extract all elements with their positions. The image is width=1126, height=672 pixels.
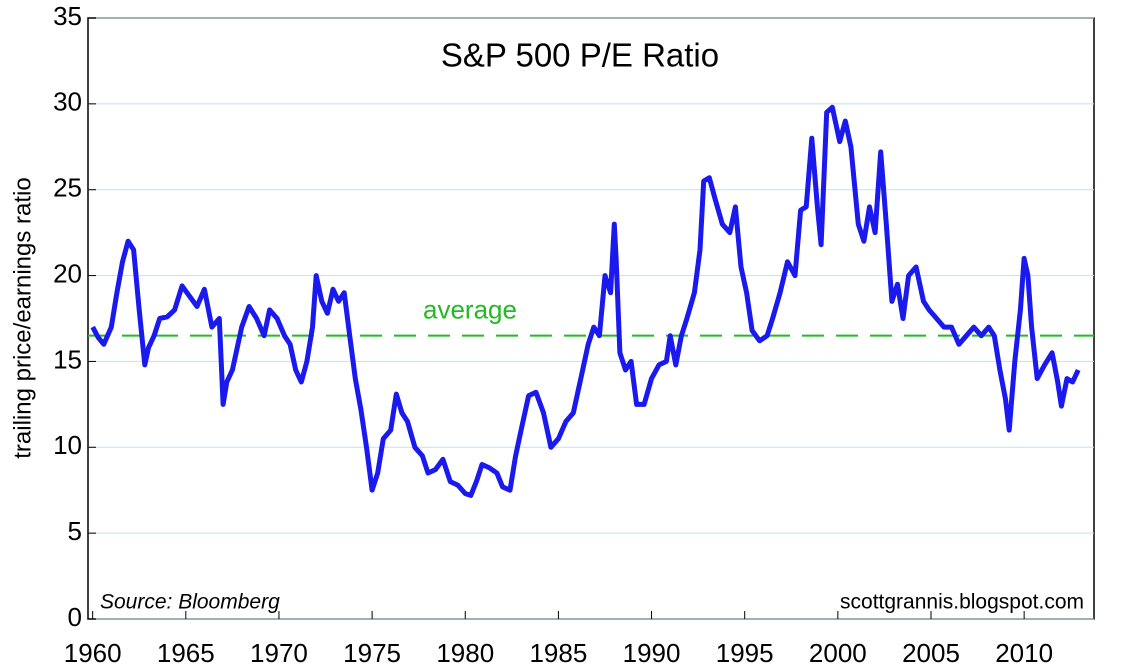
source-note: Source: Bloomberg — [100, 591, 280, 614]
y-tick-label: 15 — [53, 344, 82, 374]
average-label: average — [423, 295, 517, 325]
x-tick-label: 2005 — [902, 638, 960, 668]
y-axis-label: trailing price/earnings ratio — [9, 177, 36, 458]
data-line — [90, 104, 1081, 498]
y-tick-label: 30 — [53, 87, 82, 117]
y-tick-label: 5 — [68, 516, 82, 546]
x-tick-label: 1980 — [436, 638, 494, 668]
x-tick-label: 1960 — [64, 638, 122, 668]
y-tick-label: 25 — [53, 173, 82, 203]
credit-note: scottgrannis.blogspot.com — [840, 591, 1084, 614]
x-tick-label: 1985 — [529, 638, 587, 668]
x-tick-label: 1995 — [716, 638, 774, 668]
y-tick-label: 20 — [53, 258, 82, 288]
x-tick-label: 1990 — [623, 638, 681, 668]
y-tick-label: 0 — [68, 602, 82, 632]
x-tick-label: 2000 — [809, 638, 867, 668]
x-tick-label: 1965 — [157, 638, 215, 668]
chart-title: S&P 500 P/E Ratio — [441, 37, 719, 74]
x-tick-label: 2010 — [995, 638, 1053, 668]
x-tick-label: 1975 — [343, 638, 401, 668]
plot-frame — [87, 17, 1095, 620]
y-tick-label: 35 — [53, 1, 82, 31]
y-tick-label: 10 — [53, 430, 82, 460]
x-tick-label: 1970 — [250, 638, 308, 668]
